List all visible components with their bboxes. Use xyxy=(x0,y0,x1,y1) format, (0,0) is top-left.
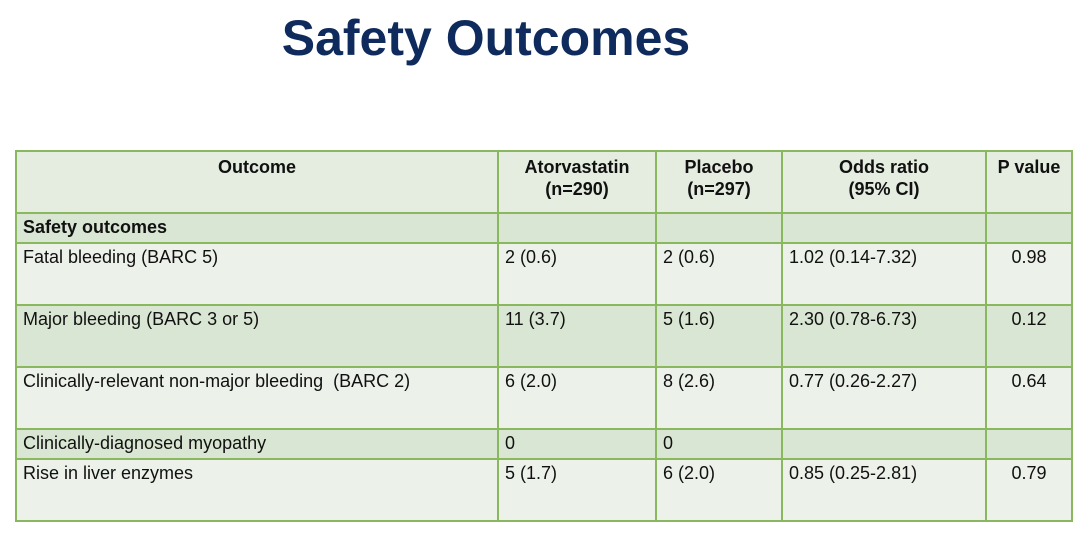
section-row: Safety outcomes xyxy=(15,212,1073,244)
table-row: Clinically-diagnosed myopathy 0 0 xyxy=(15,428,1073,460)
p-value-cell: 0.98 xyxy=(985,242,1073,306)
header-odds-ratio-ci: (95% CI) xyxy=(848,179,920,199)
header-p-value: P value xyxy=(985,150,1073,214)
odds-ratio-cell: 1.02 (0.14-7.32) xyxy=(781,242,987,306)
header-p-value-label: P value xyxy=(997,157,1061,177)
table-row: Fatal bleeding (BARC 5) 2 (0.6) 2 (0.6) … xyxy=(15,242,1073,306)
table-row: Clinically-relevant non-major bleeding (… xyxy=(15,366,1073,430)
section-cell-empty xyxy=(655,212,783,244)
section-cell-empty xyxy=(497,212,657,244)
header-placebo: Placebo (n=297) xyxy=(655,150,783,214)
odds-ratio-cell xyxy=(781,428,987,460)
table-row: Rise in liver enzymes 5 (1.7) 6 (2.0) 0.… xyxy=(15,458,1073,522)
atorvastatin-cell: 2 (0.6) xyxy=(497,242,657,306)
placebo-cell: 6 (2.0) xyxy=(655,458,783,522)
p-value-cell xyxy=(985,428,1073,460)
placebo-cell: 8 (2.6) xyxy=(655,366,783,430)
atorvastatin-cell: 0 xyxy=(497,428,657,460)
outcome-cell: Major bleeding (BARC 3 or 5) xyxy=(15,304,499,368)
p-value-cell: 0.12 xyxy=(985,304,1073,368)
odds-ratio-cell: 0.77 (0.26-2.27) xyxy=(781,366,987,430)
header-odds-ratio: Odds ratio (95% CI) xyxy=(781,150,987,214)
section-cell-empty xyxy=(985,212,1073,244)
section-label: Safety outcomes xyxy=(15,212,499,244)
atorvastatin-cell: 5 (1.7) xyxy=(497,458,657,522)
page-title: Safety Outcomes xyxy=(281,10,691,66)
placebo-cell: 0 xyxy=(655,428,783,460)
placebo-cell: 2 (0.6) xyxy=(655,242,783,306)
outcome-cell: Fatal bleeding (BARC 5) xyxy=(15,242,499,306)
outcome-cell: Clinically-diagnosed myopathy xyxy=(15,428,499,460)
header-placebo-name: Placebo xyxy=(684,157,754,177)
header-outcome-label: Outcome xyxy=(217,157,296,177)
safety-outcomes-table: Outcome Atorvastatin (n=290) Placebo (n=… xyxy=(15,150,1073,522)
outcome-cell: Clinically-relevant non-major bleeding (… xyxy=(15,366,499,430)
header-odds-ratio-name: Odds ratio xyxy=(838,157,929,177)
atorvastatin-cell: 11 (3.7) xyxy=(497,304,657,368)
atorvastatin-cell: 6 (2.0) xyxy=(497,366,657,430)
outcome-cell: Rise in liver enzymes xyxy=(15,458,499,522)
table-header-row: Outcome Atorvastatin (n=290) Placebo (n=… xyxy=(15,150,1073,214)
table-row: Major bleeding (BARC 3 or 5) 11 (3.7) 5 … xyxy=(15,304,1073,368)
odds-ratio-cell: 0.85 (0.25-2.81) xyxy=(781,458,987,522)
placebo-cell: 5 (1.6) xyxy=(655,304,783,368)
header-outcome: Outcome xyxy=(15,150,499,214)
section-cell-empty xyxy=(781,212,987,244)
p-value-cell: 0.79 xyxy=(985,458,1073,522)
header-atorvastatin-n: (n=290) xyxy=(545,179,609,199)
odds-ratio-cell: 2.30 (0.78-6.73) xyxy=(781,304,987,368)
header-atorvastatin: Atorvastatin (n=290) xyxy=(497,150,657,214)
header-atorvastatin-name: Atorvastatin xyxy=(524,157,630,177)
header-placebo-n: (n=297) xyxy=(687,179,751,199)
p-value-cell: 0.64 xyxy=(985,366,1073,430)
